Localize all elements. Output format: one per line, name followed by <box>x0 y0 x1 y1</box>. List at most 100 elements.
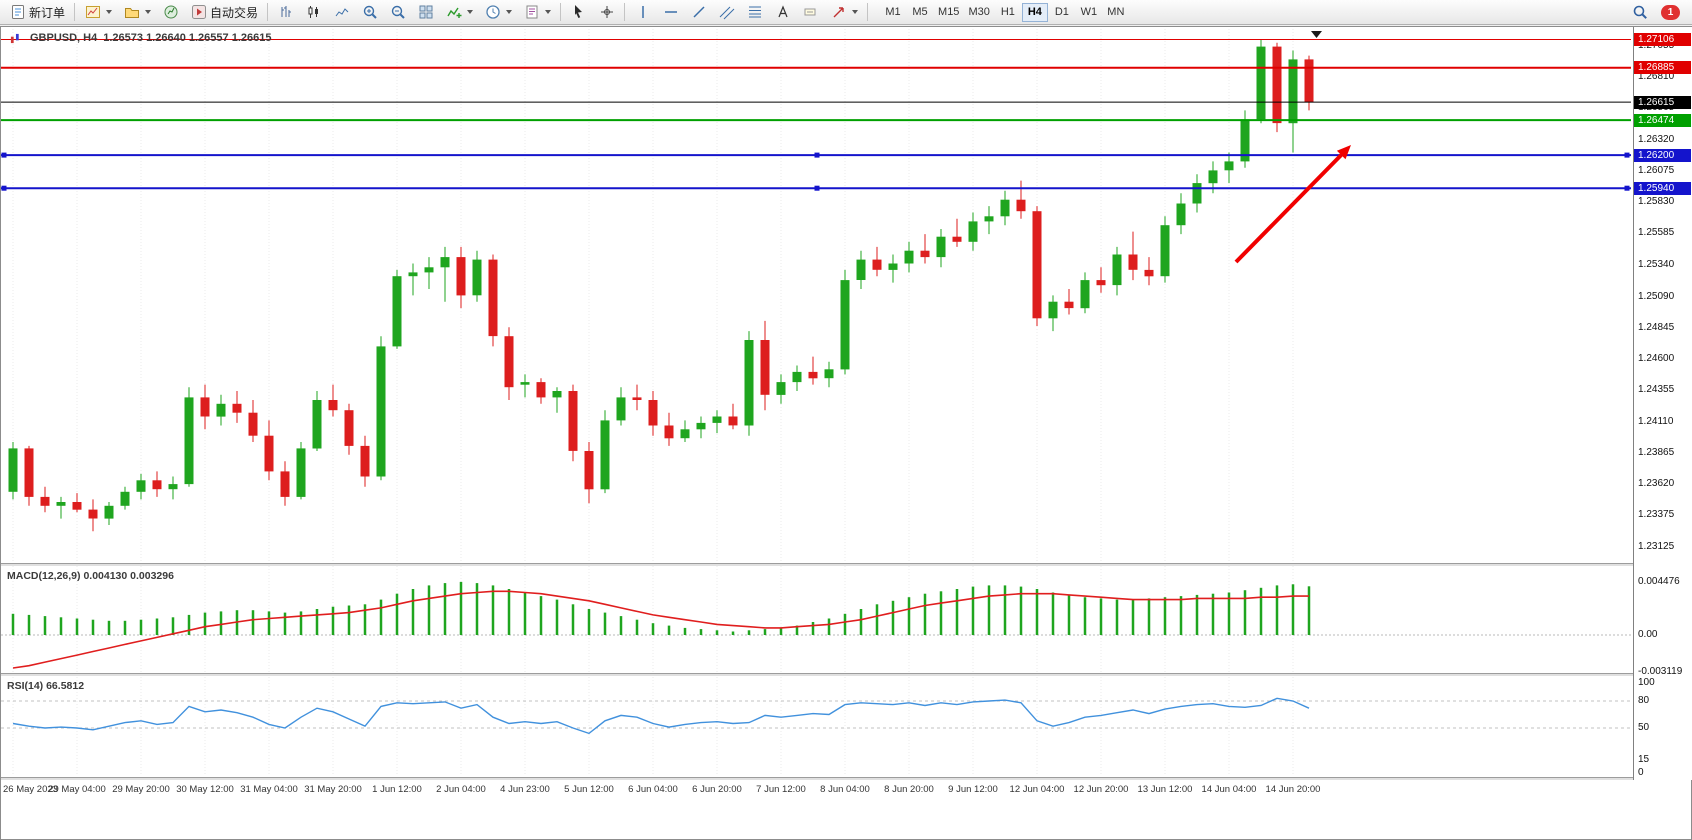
bar-chart-mode-button[interactable] <box>272 2 299 23</box>
line-chart-mode-button[interactable] <box>328 2 355 23</box>
time-label: 31 May 20:00 <box>304 784 362 795</box>
timeframe-button-M5[interactable]: M5 <box>907 3 933 22</box>
arrows-tool-button[interactable] <box>825 2 863 23</box>
market-watch-button[interactable] <box>157 2 184 23</box>
macd-tick: 0.004476 <box>1638 576 1680 587</box>
arrow-tool-icon <box>830 4 847 20</box>
time-label: 13 Jun 12:00 <box>1137 784 1193 795</box>
search-button[interactable] <box>1626 2 1653 23</box>
chevron-down-icon <box>106 10 113 14</box>
vertical-line-icon <box>634 4 651 20</box>
pane-separator-bottom <box>1 777 1691 780</box>
templates-button[interactable] <box>518 2 556 23</box>
label-tool-button[interactable] <box>797 2 824 23</box>
zoom-in-icon <box>361 4 378 20</box>
horizontal-line-tool-button[interactable] <box>657 2 684 23</box>
templates-icon <box>523 4 540 20</box>
price-tick: 1.24845 <box>1638 322 1675 333</box>
rsi-line <box>12 697 1310 735</box>
candles-layer <box>8 39 1314 532</box>
cursor-icon <box>570 4 587 20</box>
price-tick: 1.24600 <box>1638 353 1675 364</box>
new-order-icon <box>9 4 26 20</box>
chart-window[interactable]: GBPUSD, H4 1.26573 1.26640 1.26557 1.266… <box>0 26 1692 840</box>
chart-shift-marker[interactable] <box>1311 31 1322 38</box>
channel-tool-button[interactable] <box>713 2 740 23</box>
time-label: 8 Jun 20:00 <box>884 784 934 795</box>
timeframe-group: M1 M5 M15 M30 H1 H4 D1 W1 MN <box>880 2 1129 22</box>
vertical-line-tool-button[interactable] <box>629 2 656 23</box>
candlestick-mode-button[interactable] <box>300 2 327 23</box>
price-tick: 1.23375 <box>1638 509 1675 520</box>
auto-trading-label: 自动交易 <box>210 5 259 20</box>
fibonacci-tool-button[interactable] <box>741 2 768 23</box>
auto-trading-icon <box>190 4 207 20</box>
time-label: 1 Jun 12:00 <box>372 784 422 795</box>
time-label: 12 Jun 20:00 <box>1073 784 1129 795</box>
cursor-tool-button[interactable] <box>565 2 592 23</box>
periods-button[interactable] <box>479 2 517 23</box>
pane-separator-rsi[interactable] <box>1 673 1691 676</box>
price-tick: 1.25585 <box>1638 227 1675 238</box>
auto-trading-button[interactable]: 自动交易 <box>185 2 263 23</box>
price-tick: 1.24355 <box>1638 384 1675 395</box>
market-watch-icon <box>162 4 179 20</box>
toolbar-separator <box>867 3 869 21</box>
trend-arrow[interactable] <box>1234 145 1351 264</box>
price-tick: 1.24110 <box>1638 416 1674 427</box>
pane-separator-macd[interactable] <box>1 563 1691 566</box>
indicators-button[interactable] <box>440 2 478 23</box>
notification-badge[interactable]: 1 <box>1661 4 1680 20</box>
chevron-down-icon <box>145 10 152 14</box>
bar-chart-icon <box>277 4 294 20</box>
timeframe-button-H1[interactable]: H1 <box>995 3 1021 22</box>
zoom-in-button[interactable] <box>356 2 383 23</box>
timeframe-button-M30[interactable]: M30 <box>964 3 993 22</box>
toolbar-separator <box>74 3 76 21</box>
text-tool-button[interactable] <box>769 2 796 23</box>
price-tick: 1.25830 <box>1638 196 1675 207</box>
toolbar-separator <box>560 3 562 21</box>
toolbar-right-group: 1 <box>1626 2 1688 23</box>
time-axis[interactable]: 26 May 2023 29 May 04:00 29 May 20:00 30 Ma… <box>1 780 1691 800</box>
profiles-button[interactable] <box>118 2 156 23</box>
timeframe-button-M1[interactable]: M1 <box>880 3 906 22</box>
crosshair-tool-button[interactable] <box>593 2 620 23</box>
timeframe-button-D1[interactable]: D1 <box>1049 3 1075 22</box>
chevron-down-icon <box>467 10 474 14</box>
price-tick: 1.26075 <box>1638 165 1675 176</box>
macd-tick: -0.003119 <box>1638 666 1683 677</box>
new-chart-button[interactable] <box>79 2 117 23</box>
price-tick: 1.23620 <box>1638 478 1675 489</box>
search-icon <box>1631 4 1648 20</box>
time-label: 2 Jun 04:00 <box>436 784 486 795</box>
time-label: 5 Jun 12:00 <box>564 784 614 795</box>
trendline-tool-button[interactable] <box>685 2 712 23</box>
price-line-1.26200[interactable] <box>1 152 1631 158</box>
time-label: 6 Jun 20:00 <box>692 784 742 795</box>
price-line-1.25940[interactable] <box>1 185 1631 191</box>
rsi-tick: 100 <box>1638 677 1655 688</box>
profiles-icon <box>123 4 140 20</box>
timeframe-button-H4[interactable]: H4 <box>1021 2 1048 22</box>
line-chart-icon <box>333 4 350 20</box>
chart-canvas[interactable] <box>1 27 1692 839</box>
macd-tick: 0.00 <box>1638 629 1658 640</box>
new-order-button[interactable]: 新订单 <box>4 2 70 23</box>
time-label: 4 Jun 23:00 <box>500 784 550 795</box>
tile-windows-button[interactable] <box>412 2 439 23</box>
timeframe-button-MN[interactable]: MN <box>1103 3 1129 22</box>
price-axis[interactable]: 1.270551.268101.265651.263201.260751.258… <box>1633 27 1692 780</box>
chevron-down-icon <box>545 10 552 14</box>
time-label: 6 Jun 04:00 <box>628 784 678 795</box>
zoom-out-button[interactable] <box>384 2 411 23</box>
chevron-down-icon <box>852 10 859 14</box>
timeframe-button-W1[interactable]: W1 <box>1076 3 1102 22</box>
price-tick: 1.26320 <box>1638 134 1675 145</box>
chart-title: GBPUSD, H4 1.26573 1.26640 1.26557 1.266… <box>7 30 271 46</box>
price-tick: 1.23865 <box>1638 447 1675 458</box>
symbol-chart-icon <box>7 30 24 46</box>
crosshair-icon <box>598 4 615 20</box>
timeframe-button-M15[interactable]: M15 <box>934 3 963 22</box>
price-line-badge: 1.26474 <box>1634 114 1691 127</box>
